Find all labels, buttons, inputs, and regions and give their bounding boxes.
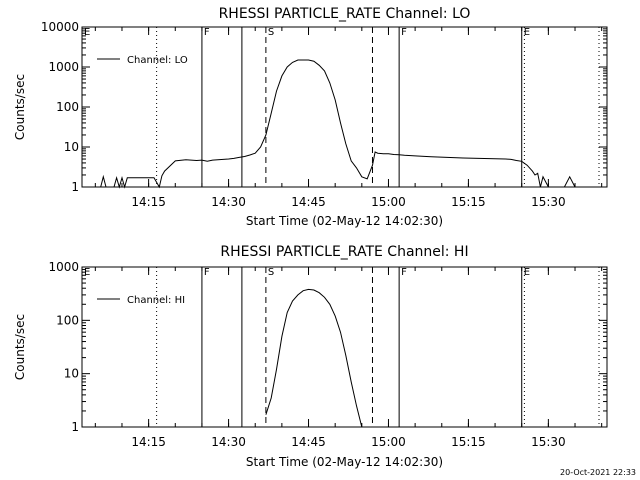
series-line: [265, 288, 363, 428]
x-tick-label: 14:30: [211, 435, 246, 449]
x-tick-label: 15:15: [451, 195, 486, 209]
y-tick-label: 100: [56, 313, 79, 327]
event-marker-label: E: [524, 267, 530, 278]
y-tick-label: 1000: [48, 60, 79, 74]
x-axis-label: Start Time (02-May-12 14:02:30): [246, 214, 443, 228]
series-line: [100, 59, 576, 189]
plot-frame: [81, 266, 608, 428]
x-tick-label: 14:30: [211, 195, 246, 209]
x-tick-label: 14:45: [291, 435, 326, 449]
legend-label: Channel: LO: [127, 55, 188, 66]
x-tick-label: 15:00: [371, 435, 406, 449]
x-tick-label: 15:00: [371, 195, 406, 209]
plot-frame: [81, 26, 608, 188]
event-marker-label: E: [84, 267, 90, 278]
event-marker-label: S: [268, 27, 274, 38]
x-tick-label: 14:15: [131, 435, 166, 449]
panel-lo: RHESSI PARTICLE_RATE Channel: LO 1 10 100 10…: [13, 6, 608, 228]
y-tick-label: 10: [64, 140, 79, 154]
x-tick-label: 15:15: [451, 435, 486, 449]
y-axis-label: Counts/sec: [13, 314, 27, 380]
y-tick-label: 10000: [41, 20, 79, 34]
legend-label: Channel: HI: [127, 295, 185, 306]
y-tick-label: 1: [71, 180, 79, 194]
event-marker-label: E: [524, 27, 530, 38]
event-marker-label: F: [204, 267, 210, 278]
event-marker-label: E: [84, 27, 90, 38]
x-tick-label: 14:15: [131, 195, 166, 209]
x-axis-label: Start Time (02-May-12 14:02:30): [246, 455, 443, 469]
chart-title: RHESSI PARTICLE_RATE Channel: HI: [220, 244, 468, 260]
y-tick-label: 1000: [48, 260, 79, 274]
chart-title: RHESSI PARTICLE_RATE Channel: LO: [219, 6, 471, 22]
y-axis-label: Counts/sec: [13, 74, 27, 140]
x-tick-label: 15:30: [531, 195, 566, 209]
y-tick-label: 100: [56, 100, 79, 114]
x-tick-label: 15:30: [531, 435, 566, 449]
panel-hi: RHESSI PARTICLE_RATE Channel: HI 1 10 100 10…: [13, 244, 608, 469]
y-tick-label: 1: [71, 420, 79, 434]
y-tick-label: 10: [64, 367, 79, 381]
event-marker-label: F: [401, 267, 407, 278]
plot-timestamp: 20-Oct-2021 22:33: [560, 468, 636, 477]
event-marker-label: F: [401, 27, 407, 38]
event-marker-label: F: [204, 27, 210, 38]
event-marker-label: S: [268, 267, 274, 278]
x-tick-label: 14:45: [291, 195, 326, 209]
